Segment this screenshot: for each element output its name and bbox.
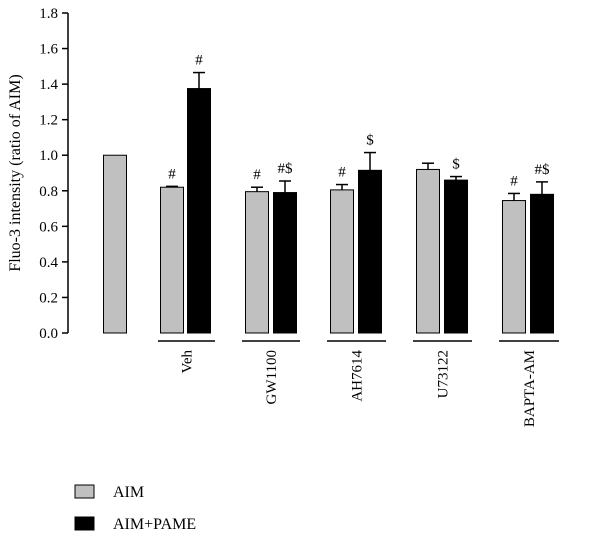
bar <box>502 200 526 334</box>
significance-marker: #$ <box>535 162 551 178</box>
y-tick-label: 0.4 <box>39 255 58 271</box>
category-labels: Veh GW1100 AH7614 U73122 BAPTA-AM <box>158 340 559 427</box>
significance-marker: # <box>510 173 518 189</box>
y-tick-label: 1.4 <box>39 77 58 93</box>
bar <box>103 154 127 334</box>
bars-layer: ### #$ #$$##$ <box>103 53 554 334</box>
y-axis-title: Fluo-3 intensity (ratio of AIM) <box>7 74 24 271</box>
category-label: Veh <box>180 350 196 374</box>
legend: AIM AIM+PAME <box>74 484 196 533</box>
legend-label: AIM <box>113 484 144 501</box>
y-tick-label: 0.0 <box>39 326 58 342</box>
bar <box>245 191 269 334</box>
category-label: AH7614 <box>350 350 366 402</box>
bar <box>416 168 440 334</box>
legend-swatch <box>74 484 95 499</box>
significance-marker: # <box>195 53 203 69</box>
y-tick-label: 1.0 <box>39 148 58 164</box>
y-axis: 0.0 0.2 0.4 0.6 0.8 1.0 1.2 1.4 1.6 1.8 <box>39 6 69 342</box>
bar <box>530 193 554 334</box>
significance-marker: # <box>168 166 176 182</box>
bar <box>330 189 354 334</box>
legend-swatch <box>74 516 95 531</box>
significance-marker: # <box>338 165 346 181</box>
y-tick-label: 1.6 <box>39 42 58 58</box>
y-tick-label: 0.8 <box>39 184 58 200</box>
category-label: U73122 <box>436 350 452 398</box>
significance-marker: # <box>253 167 261 183</box>
bar <box>358 169 382 334</box>
significance-marker: #$ <box>278 161 294 177</box>
bar <box>444 179 468 334</box>
category-label: GW1100 <box>264 350 280 404</box>
bar <box>187 88 211 334</box>
category-label: BAPTA-AM <box>522 350 538 427</box>
y-tick-label: 1.8 <box>39 6 58 22</box>
y-tick-label: 1.2 <box>39 113 58 129</box>
significance-marker: $ <box>452 157 460 173</box>
y-tick-label: 0.2 <box>39 290 58 306</box>
y-tick-label: 0.6 <box>39 219 58 235</box>
legend-label: AIM+PAME <box>113 516 196 533</box>
bar <box>160 186 184 334</box>
significance-marker: $ <box>366 133 374 149</box>
bar <box>273 192 297 334</box>
